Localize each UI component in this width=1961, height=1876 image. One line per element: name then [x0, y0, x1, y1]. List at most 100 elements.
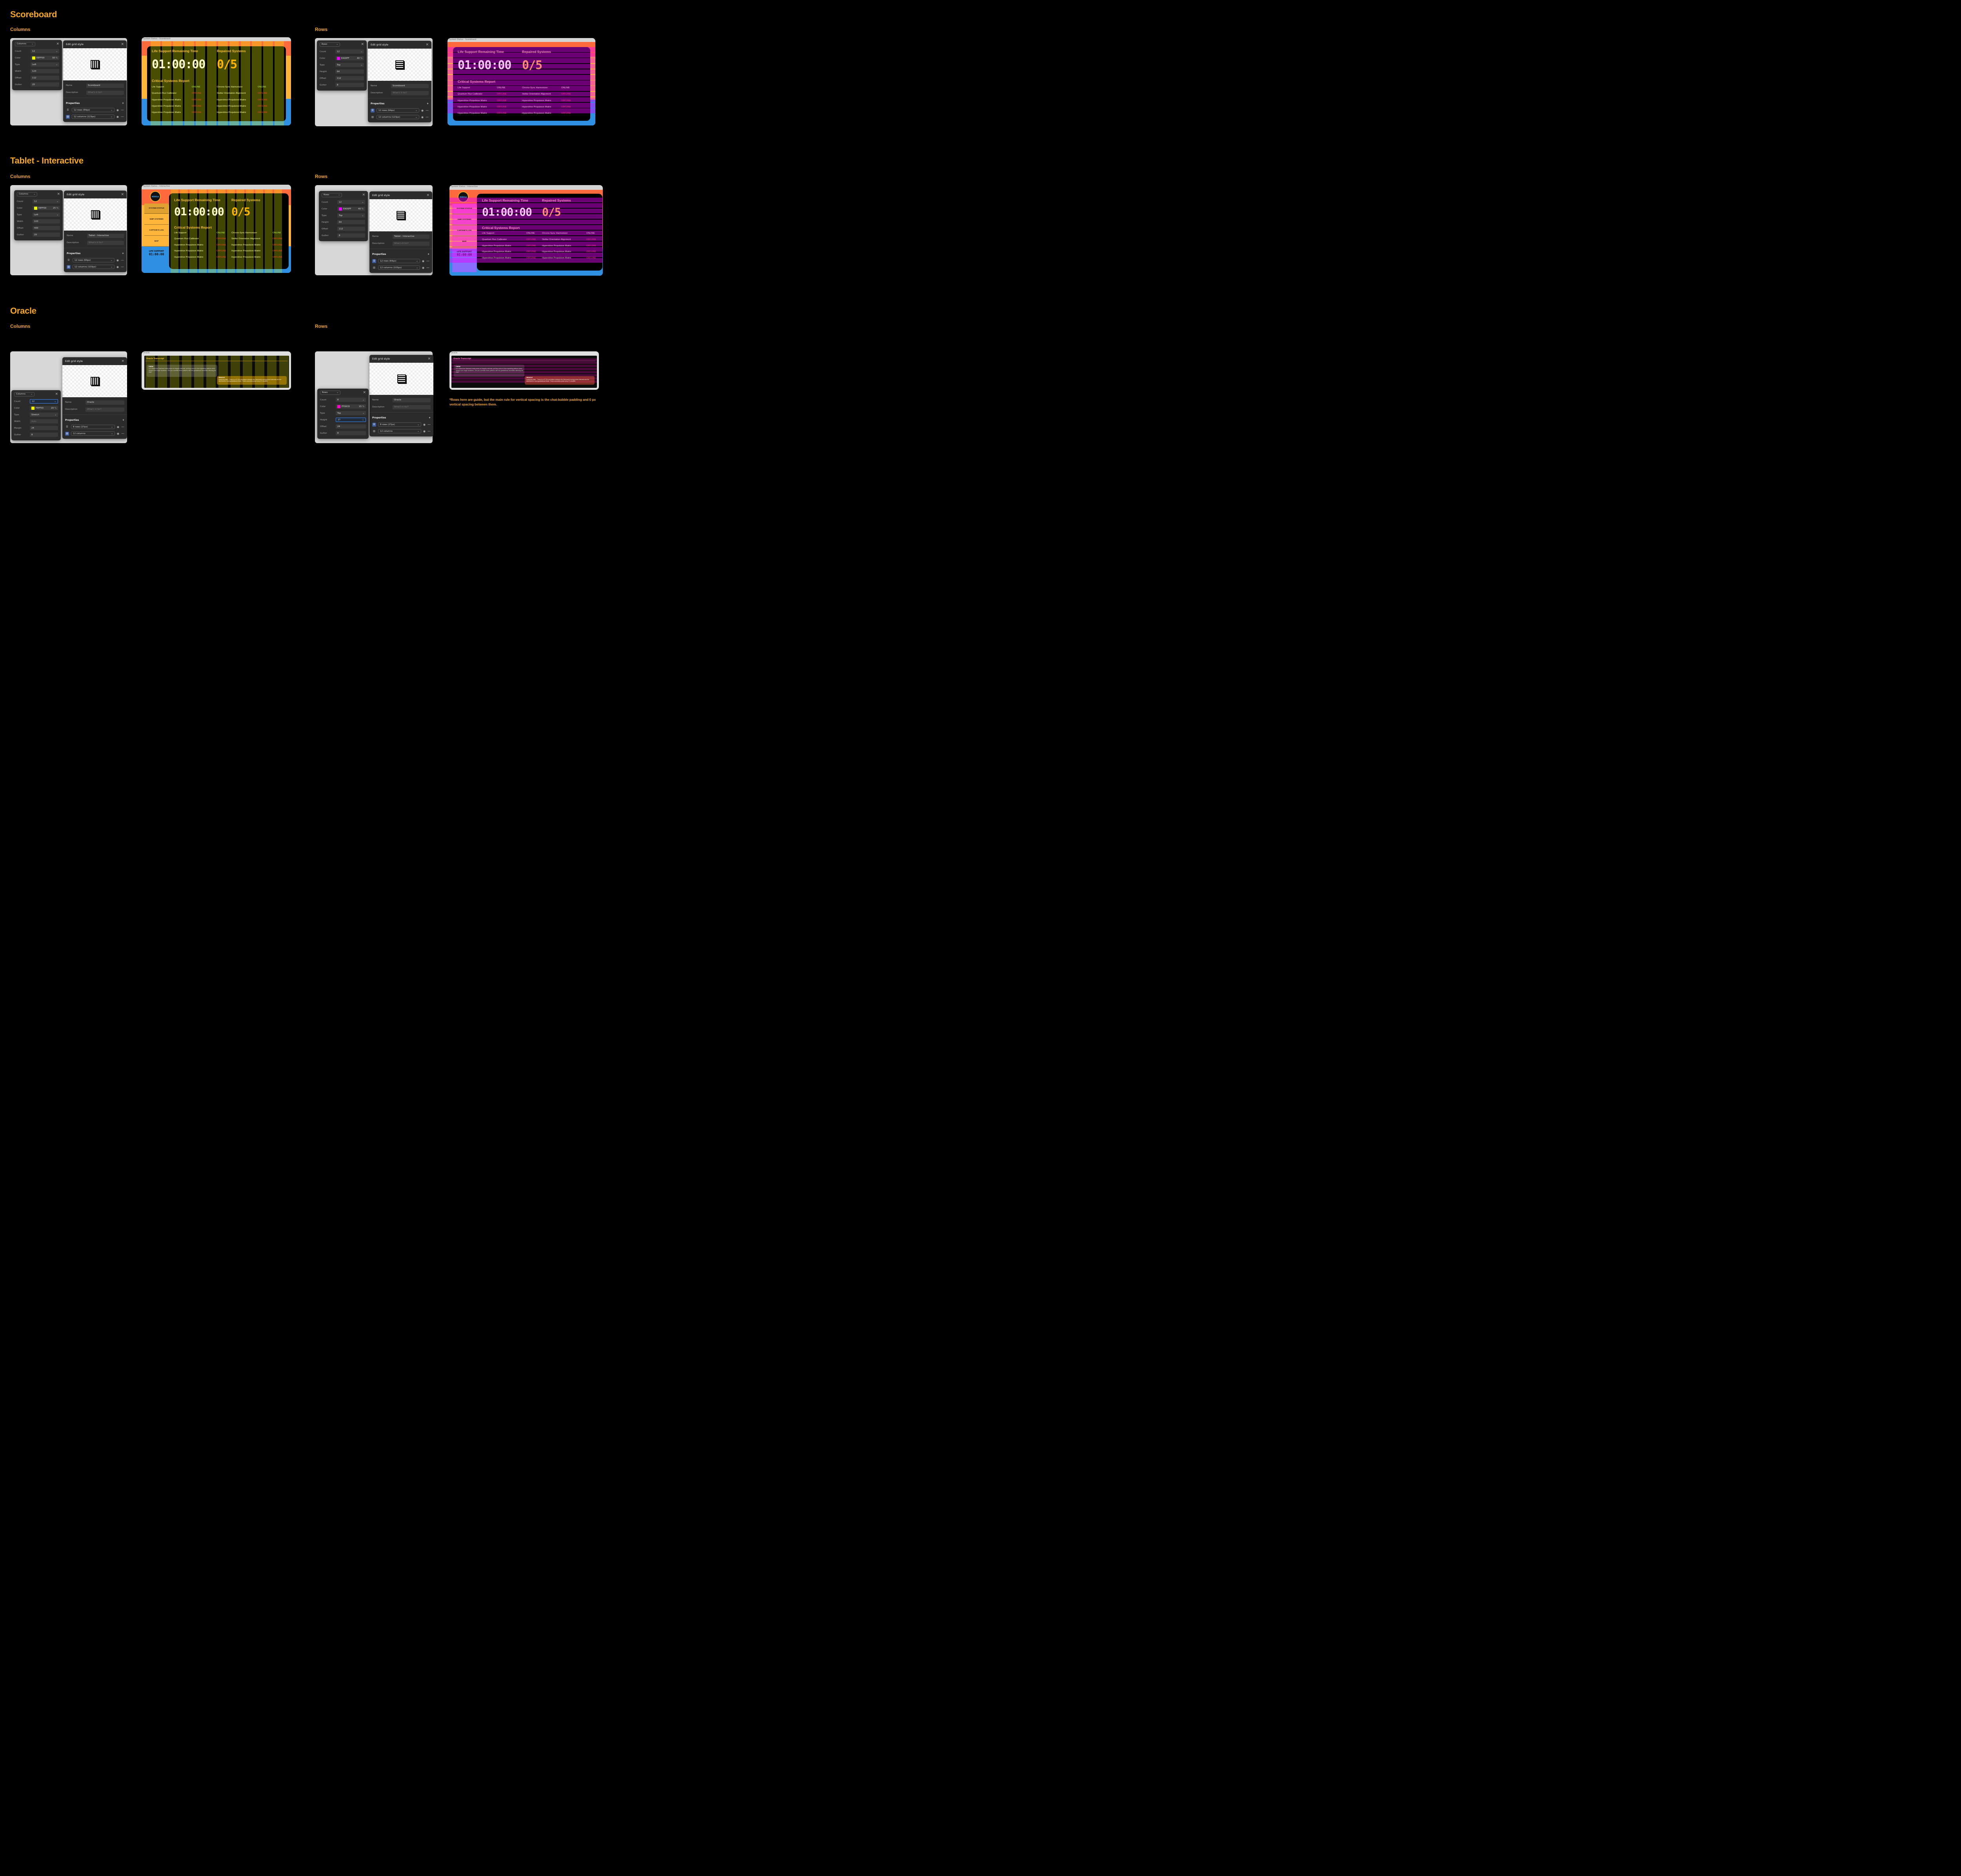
add-icon[interactable]: + — [426, 102, 429, 105]
grid-mode-dropdown[interactable]: Columns ⌄ — [17, 192, 37, 196]
columns-grid-icon[interactable]: ▥ — [65, 431, 69, 436]
rows-grid-icon[interactable]: ☰ — [371, 108, 375, 113]
eye-icon[interactable]: ◉ — [421, 115, 424, 119]
close-icon[interactable]: × — [121, 42, 124, 46]
color-field[interactable]: EA00FF 40 % — [337, 207, 365, 211]
type-field[interactable]: Left ⌄ — [31, 62, 59, 67]
close-icon[interactable]: × — [121, 192, 124, 196]
color-field[interactable]: F6FF00 20 % — [30, 406, 58, 410]
description-input[interactable]: What's it for? — [86, 90, 124, 95]
type-field[interactable]: Stretch ⌄ — [30, 413, 58, 417]
description-input[interactable]: What's it for? — [393, 241, 429, 246]
grid-style-dropdown[interactable]: 8 rows (27px) ⌄ — [378, 422, 421, 427]
grid-style-dropdown[interactable]: 12 rows (64px) ⌄ — [73, 258, 115, 262]
grid-style-dropdown[interactable]: 12 columns (103px) ⌄ — [73, 265, 115, 269]
close-icon[interactable]: × — [57, 192, 60, 196]
eye-icon[interactable]: ◉ — [116, 108, 119, 112]
close-icon[interactable]: × — [55, 392, 58, 396]
offset-field[interactable]: 112 — [31, 76, 59, 80]
gutter-field[interactable]: 8 — [335, 83, 364, 87]
type-field[interactable]: Top ⌄ — [337, 213, 365, 218]
name-input[interactable]: Oracle — [85, 400, 124, 405]
close-icon[interactable]: × — [56, 42, 59, 46]
type-field[interactable]: Top ⌄ — [336, 411, 366, 415]
nav-captain-s-log[interactable]: CAPTAIN'S LOG — [452, 226, 477, 236]
width-field[interactable]: 123 — [31, 69, 59, 73]
eye-icon[interactable]: ◉ — [423, 423, 426, 426]
grid-style-dropdown[interactable]: 12 columns (123px) ⌄ — [72, 115, 115, 119]
name-input[interactable]: Scoreboard — [391, 84, 429, 88]
remove-icon[interactable]: — — [121, 258, 124, 262]
offset-field[interactable]: 112 — [335, 76, 364, 80]
grid-mode-dropdown[interactable]: Columns ⌄ — [14, 392, 35, 396]
offset-field[interactable]: 24 — [336, 424, 366, 429]
name-input[interactable]: Tablet - Interactive — [87, 233, 124, 238]
close-icon[interactable]: × — [426, 42, 429, 47]
gutter-field[interactable]: 8 — [337, 233, 365, 238]
gutter-field[interactable]: 8 — [336, 431, 366, 435]
rows-grid-icon[interactable]: ☰ — [67, 109, 69, 111]
eye-icon[interactable]: ◉ — [422, 259, 424, 263]
close-icon[interactable]: × — [121, 359, 124, 363]
close-icon[interactable]: × — [363, 390, 366, 394]
height-field[interactable]: 27 ◌ — [336, 418, 366, 422]
margin-field[interactable]: 24 — [30, 426, 58, 430]
type-field[interactable]: Top ⌄ — [335, 63, 364, 67]
grid-style-dropdown[interactable]: 12 columns (103px) ⌄ — [378, 265, 420, 270]
count-field[interactable]: 12 ⌄ — [30, 399, 58, 404]
remove-icon[interactable]: — — [121, 432, 124, 435]
description-input[interactable]: What's it for? — [393, 405, 431, 409]
count-field[interactable]: 12 ⌄ — [335, 49, 364, 54]
remove-icon[interactable]: — — [426, 266, 429, 269]
close-icon[interactable]: × — [426, 193, 429, 197]
nav-system-status[interactable]: SYSTEM STATUS — [452, 204, 477, 214]
columns-grid-icon[interactable]: ▥ — [371, 116, 374, 118]
count-field[interactable]: 12 ⌄ — [31, 49, 59, 53]
remove-icon[interactable]: — — [121, 108, 124, 112]
color-field[interactable]: EEFF00 30 % — [31, 56, 59, 60]
offset-field[interactable]: 112 — [337, 227, 365, 231]
eye-icon[interactable]: ◉ — [116, 265, 119, 269]
columns-grid-icon[interactable]: ▥ — [373, 430, 375, 433]
grid-style-dropdown[interactable]: 12 columns ⌄ — [71, 431, 115, 436]
columns-grid-icon[interactable]: ▥ — [67, 265, 71, 269]
eye-icon[interactable]: ◉ — [422, 266, 424, 269]
color-swatch[interactable] — [34, 206, 37, 210]
rows-grid-icon[interactable]: ☰ — [372, 259, 376, 263]
columns-grid-icon[interactable]: ▥ — [66, 115, 70, 119]
eye-icon[interactable]: ◉ — [116, 425, 119, 429]
grid-mode-dropdown[interactable]: Rows ⌄ — [320, 390, 340, 395]
add-icon[interactable]: + — [427, 253, 429, 256]
nav-map[interactable]: MAP — [144, 236, 169, 247]
grid-mode-dropdown[interactable]: Columns ⌄ — [15, 42, 35, 46]
columns-grid-icon[interactable]: ▥ — [373, 266, 375, 269]
rows-grid-icon[interactable]: ☰ — [67, 259, 70, 262]
add-icon[interactable]: + — [428, 416, 431, 419]
add-icon[interactable]: + — [122, 418, 124, 422]
rows-grid-icon[interactable]: ☰ — [66, 425, 68, 428]
width-field[interactable]: 103 — [33, 219, 60, 224]
rows-grid-icon[interactable]: ☰ — [372, 422, 376, 427]
count-field[interactable]: 12 ⌄ — [33, 199, 60, 204]
color-field[interactable]: FF00C8 15 % — [336, 404, 366, 409]
name-input[interactable]: Scoreboard — [86, 83, 124, 88]
count-field[interactable]: 8 ⌄ — [336, 398, 366, 402]
name-input[interactable]: Tablet - Interactive — [393, 234, 429, 239]
color-field[interactable]: EEFF00 25 % — [33, 206, 60, 210]
color-field[interactable]: EA00FF 40 % — [335, 56, 364, 60]
color-swatch[interactable] — [339, 207, 342, 211]
remove-icon[interactable]: — — [426, 115, 429, 119]
height-field[interactable]: 64 — [335, 69, 364, 74]
remove-icon[interactable]: — — [427, 423, 431, 426]
description-input[interactable]: What's it for? — [85, 407, 124, 412]
remove-icon[interactable]: — — [426, 259, 429, 263]
remove-icon[interactable]: — — [121, 425, 124, 429]
grid-style-dropdown[interactable]: 12 rows (64px) ⌄ — [72, 108, 115, 112]
name-input[interactable]: Oracle — [393, 398, 431, 402]
color-swatch[interactable] — [32, 56, 35, 60]
description-input[interactable]: What's it for? — [87, 240, 124, 245]
add-icon[interactable]: + — [122, 102, 124, 105]
nav-captain-s-log[interactable]: CAPTAIN'S LOG — [144, 225, 169, 236]
close-icon[interactable]: × — [361, 42, 364, 46]
eye-icon[interactable]: ◉ — [116, 258, 119, 262]
